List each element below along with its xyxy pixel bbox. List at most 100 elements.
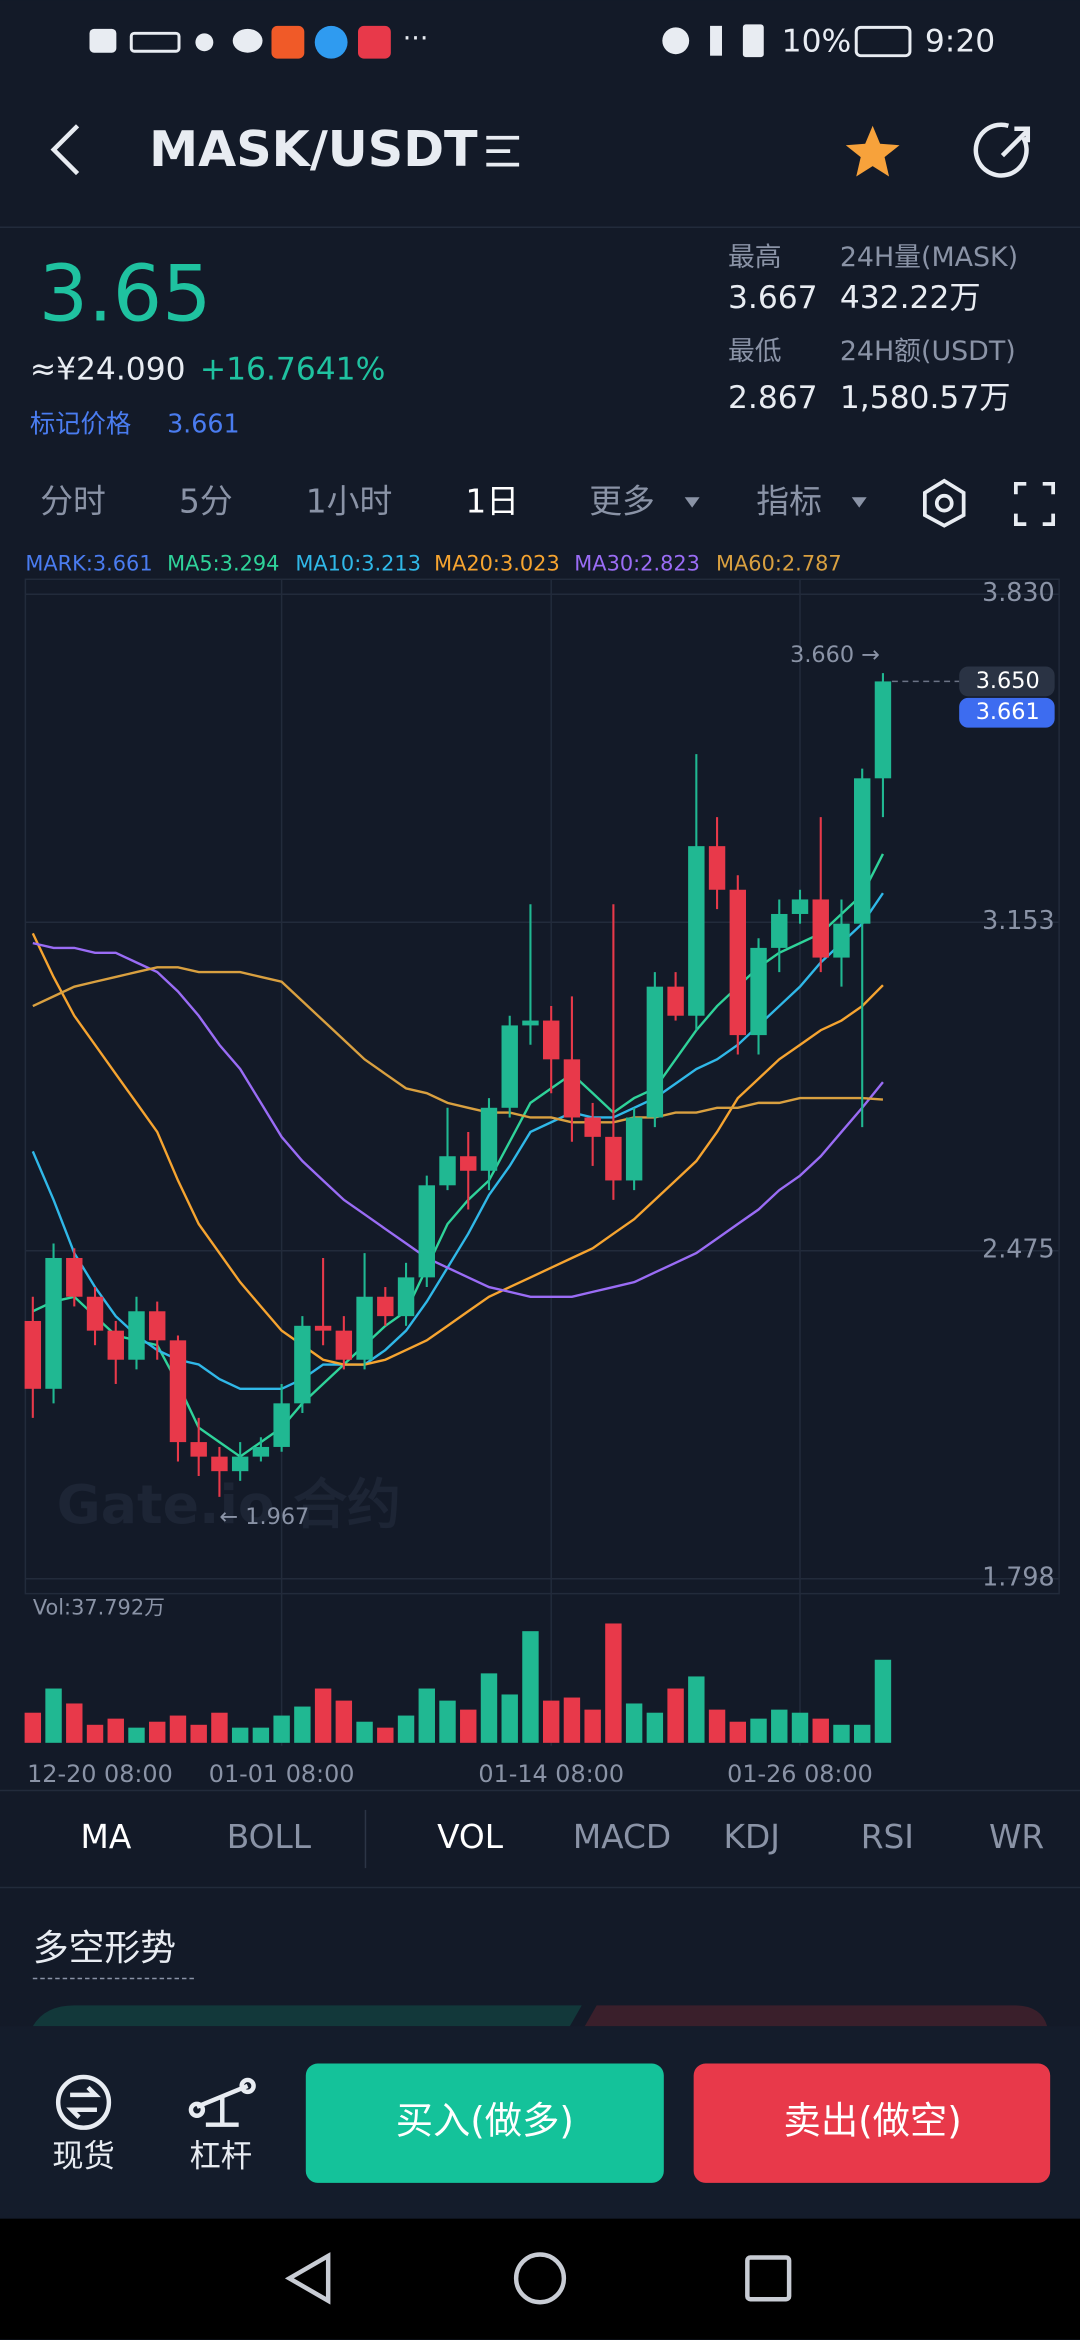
volume-bar	[190, 1724, 207, 1743]
volume-bar	[231, 1727, 249, 1743]
margin-button[interactable]: 杠杆	[189, 2139, 252, 2175]
timeframe-tab[interactable]: 指标	[756, 483, 822, 521]
x-tick-label: 01-01 08:00	[209, 1760, 355, 1788]
spot-icon[interactable]	[55, 2074, 112, 2130]
settings-button[interactable]	[922, 478, 966, 528]
candle-body	[605, 1136, 622, 1181]
share-button[interactable]	[973, 122, 1031, 178]
price-change: +16.7641%	[200, 351, 385, 387]
indicator-tab[interactable]: RSI	[861, 1818, 914, 1856]
svg-text:···: ···	[403, 23, 429, 54]
indicator-tab[interactable]: BOLL	[227, 1818, 312, 1856]
timeframe-tab[interactable]: 分时	[40, 483, 106, 521]
price-tag	[959, 666, 1055, 697]
volume-bar	[128, 1727, 145, 1743]
candle-body	[66, 1257, 83, 1297]
sell-label[interactable]: 卖出(做空)	[784, 2099, 962, 2143]
candle-body	[335, 1330, 353, 1360]
candle-body	[812, 899, 829, 958]
volume-bar	[314, 1688, 332, 1743]
favorite-star[interactable]	[845, 125, 900, 177]
indicator-tab[interactable]: MACD	[573, 1818, 671, 1856]
timeframe-tab[interactable]: 1日	[465, 483, 519, 521]
indicator-tabs: MA BOLL VOL MACD KDJ RSI WR	[81, 1818, 1045, 1856]
candle-body	[397, 1277, 415, 1317]
timeframe-tab[interactable]: 1小时	[306, 483, 392, 521]
stat-label: 24H额(USDT)	[840, 336, 1016, 367]
x-tick-label: 01-26 08:00	[727, 1760, 873, 1788]
candle-body	[294, 1325, 311, 1404]
volume-bar	[791, 1712, 809, 1743]
volume-bar	[480, 1673, 498, 1743]
volume-label: Vol:37.792万	[33, 1596, 165, 1620]
fullscreen-button[interactable]	[1013, 481, 1056, 526]
price-tag-label: 3.650	[976, 668, 1040, 694]
indicator-tab[interactable]: KDJ	[723, 1818, 779, 1856]
nav-home[interactable]	[513, 2252, 567, 2305]
y-tick-label: 2.475	[982, 1234, 1055, 1264]
volume-bar	[646, 1712, 664, 1743]
settings-button[interactable]	[934, 493, 954, 513]
volume-bar	[874, 1659, 892, 1743]
volume-bar	[418, 1688, 435, 1743]
volume-bar	[542, 1700, 560, 1743]
cny-price: ≈¥24.090	[30, 351, 186, 387]
stat-label: 最高	[728, 242, 782, 273]
low-annotation: ← 1.967	[219, 1504, 309, 1530]
indicator-tab[interactable]: MA	[81, 1818, 132, 1856]
candle-body	[418, 1185, 435, 1278]
candle-body	[667, 986, 684, 1016]
status-icons: ···	[89, 23, 912, 59]
stat-value: 432.22万	[840, 280, 981, 316]
timeframe-tab[interactable]: 5分	[179, 483, 233, 521]
buy-button[interactable]	[305, 2063, 664, 2183]
legend-mark: MARK:3.661	[25, 551, 152, 575]
ma-line	[32, 966, 884, 1124]
pair-title[interactable]: MASK/USDT	[149, 120, 478, 178]
legend-entry: MA30:2.823	[574, 551, 700, 575]
back-button[interactable]	[50, 124, 80, 176]
candle-body	[190, 1442, 207, 1457]
volume-bar	[584, 1709, 601, 1743]
y-tick-label: 1.798	[982, 1562, 1055, 1592]
dropdown-arrow	[851, 497, 867, 508]
nav-recent[interactable]	[745, 2255, 792, 2302]
timeframe-tab[interactable]: 更多	[589, 483, 655, 521]
mark-price: 3.661	[167, 409, 240, 439]
pair-menu[interactable]	[486, 135, 520, 167]
kline-chart: 3.830 3.153 2.475 1.798 12-20 08:00 01-01 08:…	[24, 577, 1060, 1788]
candle-body	[231, 1456, 249, 1472]
indicator-tab[interactable]: WR	[989, 1818, 1044, 1856]
spot-button[interactable]: 现货	[52, 2139, 115, 2175]
margin-icon[interactable]	[188, 2077, 256, 2127]
plot-frame	[24, 578, 1060, 1595]
buy-label[interactable]: 买入(做多)	[396, 2099, 574, 2143]
candle-body	[356, 1296, 373, 1360]
candle-body	[24, 1320, 42, 1389]
candle-body	[729, 889, 747, 1036]
watermark: Gate.io 合约	[57, 1473, 401, 1536]
candle-body	[563, 1059, 581, 1118]
sell-button[interactable]	[693, 2063, 1051, 2183]
indicator-tab[interactable]: VOL	[437, 1818, 504, 1856]
candle-body	[522, 1020, 539, 1026]
volume-bar	[66, 1703, 83, 1743]
volume-bar	[439, 1700, 456, 1743]
nav-back[interactable]	[284, 2252, 331, 2305]
volume-bar	[563, 1697, 581, 1743]
volume-bar	[211, 1712, 228, 1743]
candle-body	[874, 681, 892, 779]
volume-bar	[107, 1718, 124, 1743]
candle-body	[688, 846, 705, 1016]
candle-body	[273, 1403, 290, 1447]
volume-bar	[771, 1709, 788, 1743]
mark-price-label: 标记价格	[30, 409, 131, 439]
volume-bar	[169, 1715, 187, 1743]
ma-line	[31, 932, 884, 1366]
candle-body	[584, 1117, 601, 1137]
candle-body	[791, 899, 809, 914]
candle-body	[501, 1025, 518, 1108]
volume-bar	[750, 1718, 767, 1743]
